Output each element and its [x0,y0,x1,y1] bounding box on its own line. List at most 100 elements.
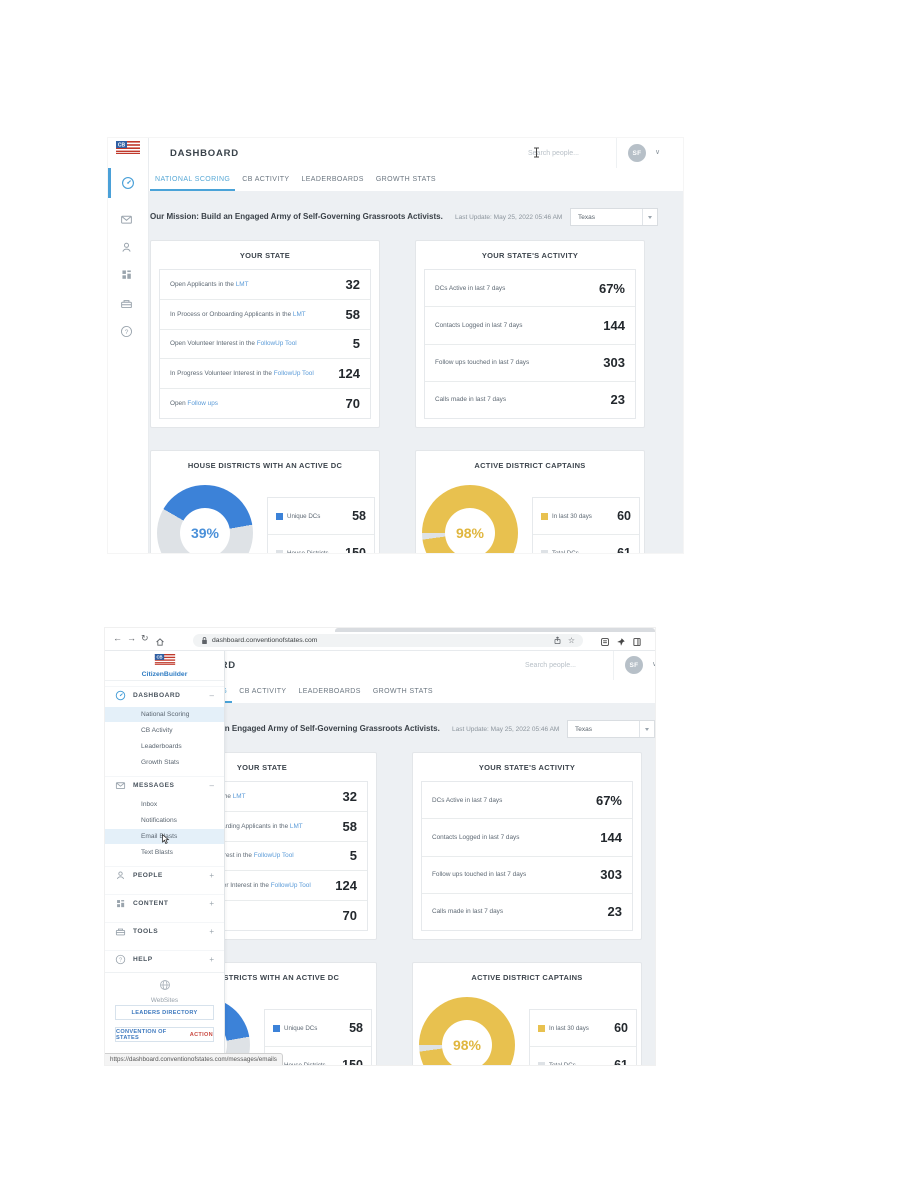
brand-name: CitizenBuilder [141,671,188,678]
panel-title: ACTIVE DISTRICT CAPTAINS [471,973,583,982]
legend-value: 58 [352,509,366,523]
collapse-toggle[interactable]: – [209,690,214,700]
expand-toggle[interactable]: + [209,926,214,936]
browser-back-icon[interactable]: ← [113,633,122,643]
tab-cb-activity[interactable]: CB ACTIVITY [242,176,290,183]
sidebar-section-help[interactable]: ? HELP + [105,950,224,967]
stat-label: In Process or Onboarding Applicants in t… [170,310,293,318]
svg-text:?: ? [119,957,122,963]
tab-leaderboards[interactable]: LEADERBOARDS [298,688,361,695]
dashboard-icon[interactable] [108,168,145,198]
followup-tool-link[interactable]: FollowUp Tool [270,882,311,890]
bookmark-star-icon[interactable]: ☆ [567,635,575,645]
sidebar-section-content[interactable]: CONTENT + [105,894,224,911]
help-icon[interactable]: ? [108,318,145,344]
search-input[interactable]: Search people... [517,650,613,680]
sidebar-item-notifications[interactable]: Notifications [141,817,177,824]
websites-block: WebSites [105,978,224,1004]
mission-row: Our Mission: Build an Engaged Army of Se… [147,719,655,739]
state-select-value: Texas [575,725,592,733]
stat-value: 124 [338,366,360,382]
tools-icon[interactable] [108,290,145,316]
stat-row: In Process or Onboarding Applicants in t… [157,810,367,841]
expand-toggle[interactable]: + [209,870,214,880]
sidebar-item-leaderboards[interactable]: Leaderboards [141,743,182,750]
messages-icon [115,781,126,789]
active-captains-panel: ACTIVE DISTRICT CAPTAINS 98% In last 30 … [415,450,645,553]
legend-value: 60 [614,1021,628,1035]
followup-tool-link[interactable]: FollowUp Tool [273,370,314,378]
tab-cb-activity[interactable]: CB ACTIVITY [239,688,287,695]
sidebar-section-tools[interactable]: TOOLS + [105,922,224,939]
donut-center-label: 98% [445,508,495,553]
lmt-link[interactable]: LMT [292,310,306,318]
legend-value: 150 [342,1058,363,1065]
expanded-sidebar: CB CitizenBuilder DASHBOARD – National S… [105,650,225,1054]
dropdown-chevron-icon[interactable] [639,721,654,737]
stat-row: Contacts Logged in last 7 days 144 [422,818,632,855]
browser-forward-icon[interactable]: → [127,633,136,643]
browser-reload-icon[interactable]: ↻ [141,633,149,643]
messages-icon[interactable] [108,206,145,232]
stat-value: 144 [600,829,622,845]
content-icon[interactable] [108,261,145,287]
share-icon[interactable] [553,632,562,650]
donut-chart-house-districts: 39% [157,485,253,553]
extension-pin-icon[interactable] [616,634,626,652]
stat-label: Calls made in last 7 days [435,396,507,404]
screenshot-dashboard-collapsed: CB ? [108,138,683,553]
avatar[interactable]: SF [625,656,643,674]
lmt-link[interactable]: LMT [232,792,246,800]
svg-text:CB: CB [156,655,162,660]
search-input[interactable]: Search people... [520,138,616,168]
follow-ups-link[interactable]: Follow ups [187,400,218,408]
last-update-label: Last Update: May 25, 2022 05:46 AM [455,214,563,221]
lmt-link[interactable]: LMT [235,280,249,288]
stat-list: DCs Active in last 7 days 67% Contacts Lo… [421,781,633,931]
legend-swatch [541,512,548,520]
avatar[interactable]: SF [628,144,646,162]
tools-icon [115,928,126,935]
browser-home-icon[interactable] [155,634,165,652]
people-icon[interactable] [108,234,145,260]
panel-title: YOUR STATE'S ACTIVITY [478,763,576,772]
sidebar-item-cb-activity[interactable]: CB Activity [141,727,173,734]
app-window: CB ? [108,138,683,553]
sidebar-item-growth-stats[interactable]: Growth Stats [141,759,180,766]
collapse-toggle[interactable]: – [209,780,214,790]
chart-legend: In last 30 days 60 Total DCs 61 [529,1009,637,1065]
lmt-link[interactable]: LMT [289,822,303,830]
expand-toggle[interactable]: + [209,954,214,964]
text-cursor-icon [533,147,540,160]
state-select[interactable]: Texas [567,720,655,738]
tab-national-scoring[interactable]: NATIONAL SCORING [150,168,235,191]
browser-address-bar[interactable]: dashboard.conventionofstates.com ☆ [193,634,583,647]
section-label: CONTENT [133,899,169,907]
sidebar-item-inbox[interactable]: Inbox [141,801,158,808]
expand-toggle[interactable]: + [209,898,214,908]
tab-leaderboards[interactable]: LEADERBOARDS [301,176,364,183]
state-select[interactable]: Texas [570,208,658,226]
stat-label: Contacts Logged in last 7 days [432,833,520,841]
followup-tool-link[interactable]: FollowUp Tool [253,852,294,860]
leaders-directory-button[interactable]: Leaders Directory [115,1005,214,1020]
legend-row: Unique DCs 58 [265,1010,371,1046]
browser-profile-icon[interactable] [632,634,642,652]
chevron-down-icon[interactable]: ∨ [652,661,655,668]
legend-label: In last 30 days [549,1024,589,1032]
sidebar-section-dashboard[interactable]: DASHBOARD – [105,686,224,703]
dropdown-chevron-icon[interactable] [642,209,657,225]
tab-growth-stats[interactable]: GROWTH STATS [372,688,433,695]
reading-list-icon[interactable] [600,634,610,652]
sidebar-section-messages[interactable]: MESSAGES – [105,776,224,793]
padlock-icon [201,632,208,650]
sidebar-item-text-blasts[interactable]: Text Blasts [141,849,173,856]
stat-label: DCs Active in last 7 days [435,284,506,292]
followup-tool-link[interactable]: FollowUp Tool [256,340,297,348]
tab-growth-stats[interactable]: GROWTH STATS [375,176,436,183]
chevron-down-icon[interactable]: ∨ [655,149,661,156]
legend-swatch [276,512,283,520]
cos-action-button[interactable]: Convention of States Action [115,1027,214,1042]
sidebar-section-people[interactable]: PEOPLE + [105,866,224,883]
sidebar-item-national-scoring[interactable]: National Scoring [105,707,224,722]
